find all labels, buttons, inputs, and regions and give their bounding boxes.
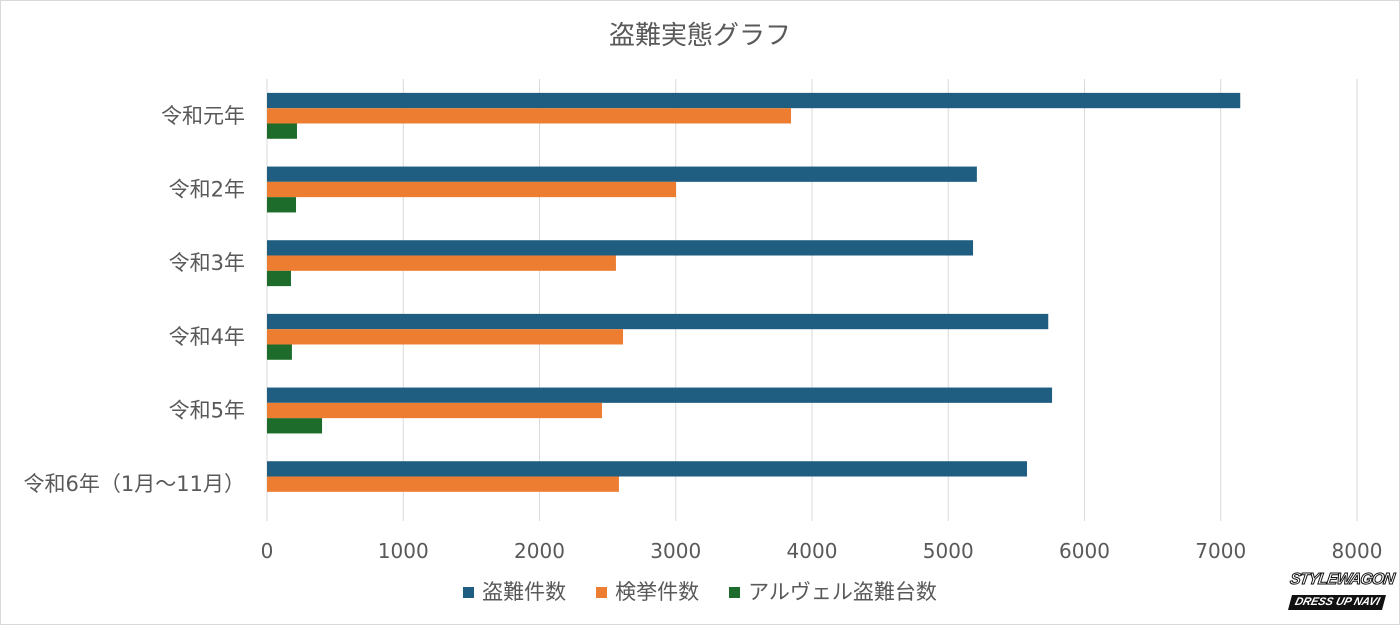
x-tick-label: 4000 <box>787 539 838 563</box>
x-tick-label: 6000 <box>1059 539 1110 563</box>
bar-series1-cat1 <box>267 181 677 198</box>
x-tick-label: 7000 <box>1195 539 1246 563</box>
chart-title: 盗難実態グラフ <box>608 21 791 51</box>
legend-item-alphard-vellfire-thefts: アルヴェル盗難台数 <box>729 577 937 607</box>
x-tick-label: 8000 <box>1332 539 1383 563</box>
bar-series1-cat5 <box>267 476 619 492</box>
legend-label-alphard-vellfire-thefts: アルヴェル盗難台数 <box>748 580 937 604</box>
legend-swatch-alphard-vellfire-thefts <box>729 586 741 598</box>
bar-series0-cat5 <box>267 461 1028 477</box>
bar-series2-cat3 <box>267 344 292 360</box>
bar-series2-cat2 <box>267 270 291 287</box>
y-category-label: 令和4年 <box>169 325 245 349</box>
bar-series1-cat4 <box>267 402 603 419</box>
y-category-label: 令和3年 <box>169 251 245 275</box>
x-tick-label: 0 <box>261 539 274 563</box>
bar-series0-cat2 <box>267 240 974 256</box>
bar-series2-cat4 <box>267 418 323 434</box>
watermark-logo: STYLEWAGON DRESS UP NAVI <box>1287 570 1396 610</box>
legend-item-arrest-count: 検挙件数 <box>596 577 699 607</box>
bar-series1-cat3 <box>267 329 624 345</box>
x-tick-label: 2000 <box>514 539 565 563</box>
y-category-label: 令和6年（1月～11月） <box>24 472 245 496</box>
x-axis-tick-labels: 0 1000 2000 3000 4000 5000 6000 7000 8000 <box>261 539 1383 563</box>
bar-series0-cat3 <box>267 313 1049 330</box>
legend-swatch-theft-count <box>463 586 475 598</box>
legend-swatch-arrest-count <box>596 586 608 598</box>
y-category-label: 令和2年 <box>169 178 245 202</box>
bar-series1-cat2 <box>267 255 616 271</box>
logo-dressupnavi-text: DRESS UP NAVI <box>1287 595 1387 610</box>
y-category-label: 令和元年 <box>161 104 245 128</box>
gridlines <box>266 79 1358 521</box>
bar-series0-cat4 <box>267 387 1053 403</box>
x-tick-label: 5000 <box>923 539 974 563</box>
bar-series2-cat1 <box>267 197 297 213</box>
bars <box>267 92 1241 492</box>
x-tick-label: 1000 <box>378 539 429 563</box>
bar-series0-cat1 <box>267 166 977 182</box>
y-category-label: 令和5年 <box>169 399 245 423</box>
bar-series2-cat0 <box>267 123 297 139</box>
logo-stylewagon-text: STYLEWAGON <box>1288 571 1396 589</box>
x-tick-label: 3000 <box>650 539 701 563</box>
legend: 盗難件数 検挙件数 アルヴェル盗難台数 <box>0 577 1400 607</box>
bar-series0-cat0 <box>267 92 1241 109</box>
bar-series1-cat0 <box>267 108 792 124</box>
legend-label-theft-count: 盗難件数 <box>482 580 567 604</box>
legend-label-arrest-count: 検挙件数 <box>615 580 700 604</box>
legend-item-theft-count: 盗難件数 <box>463 577 566 607</box>
